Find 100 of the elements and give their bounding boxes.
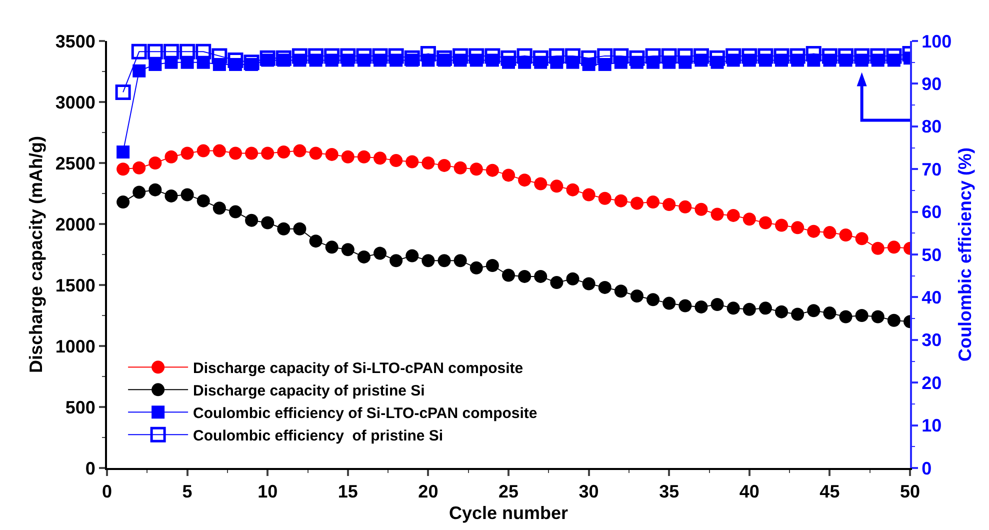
y2-tick-label: 40 [922, 288, 942, 308]
point [742, 48, 758, 64]
x-tick-label: 5 [182, 482, 192, 502]
point [887, 314, 900, 327]
point [646, 196, 660, 209]
point [678, 299, 692, 312]
point [196, 144, 210, 158]
point [196, 194, 210, 208]
point [484, 48, 500, 64]
point [470, 261, 483, 274]
point [374, 152, 387, 165]
x-tick-label: 40 [739, 482, 760, 502]
point [293, 144, 306, 158]
point [839, 310, 852, 324]
point [550, 180, 564, 193]
y-tick-label: 3000 [55, 92, 96, 112]
point [742, 212, 756, 226]
point [791, 221, 804, 234]
point [774, 48, 790, 64]
x-tick-label: 0 [102, 482, 112, 502]
point [422, 254, 435, 268]
point [823, 226, 836, 240]
point [534, 177, 548, 190]
point [661, 48, 677, 64]
point [131, 44, 147, 60]
point [212, 202, 226, 215]
point [823, 306, 836, 320]
point [726, 208, 740, 222]
y2-tick-label: 100 [922, 31, 952, 52]
point [548, 48, 564, 64]
point [710, 298, 724, 312]
legend-label: Discharge capacity of pristine Si [193, 382, 425, 400]
point [486, 258, 499, 272]
point [470, 162, 483, 176]
point [500, 50, 516, 66]
point [132, 186, 146, 199]
point [148, 156, 162, 170]
point [260, 50, 276, 66]
point [678, 200, 692, 214]
point [518, 174, 532, 187]
y2-tick-label: 50 [922, 244, 942, 265]
x-axis-title: Cycle number [448, 503, 568, 524]
point [277, 222, 290, 236]
point [564, 48, 580, 64]
point [341, 243, 354, 256]
point [406, 155, 419, 168]
point [613, 48, 629, 64]
y2-tick-label: 0 [922, 458, 932, 478]
point [775, 305, 788, 318]
point [212, 48, 228, 64]
point [228, 146, 242, 160]
point [357, 250, 370, 264]
point [726, 48, 742, 64]
point [502, 268, 515, 282]
point [309, 146, 322, 160]
point [454, 254, 467, 268]
x-tick-label: 20 [418, 482, 438, 502]
x-tick-label: 10 [258, 482, 278, 502]
point [468, 48, 484, 64]
point [372, 48, 388, 64]
y2-tick-label: 10 [922, 416, 942, 436]
point [293, 222, 306, 236]
point [854, 48, 870, 64]
point [357, 150, 370, 164]
point [693, 48, 709, 64]
point [550, 276, 564, 290]
point [292, 48, 308, 64]
point [598, 280, 612, 294]
point [532, 50, 548, 66]
point [581, 50, 597, 66]
y2-axis-title: Coulombic efficiency (%) [955, 147, 976, 362]
y-tick-label: 2000 [55, 214, 96, 234]
point [147, 44, 163, 60]
point [486, 164, 499, 177]
point [614, 284, 628, 298]
point [164, 150, 178, 164]
point [614, 194, 628, 208]
point [356, 48, 372, 64]
point [742, 302, 756, 316]
y2-tick-label: 70 [922, 159, 942, 180]
point [886, 48, 902, 64]
point [325, 148, 338, 161]
y-axis-title: Discharge capacity (mAh/g) [26, 136, 46, 374]
y-tick-label: 1000 [55, 336, 96, 356]
y2-tick-label: 60 [922, 202, 942, 222]
point [438, 254, 451, 268]
point [163, 44, 179, 60]
point [582, 188, 596, 202]
point [420, 46, 436, 62]
point [758, 48, 774, 64]
point [388, 48, 404, 64]
point [871, 242, 884, 255]
point [340, 48, 356, 64]
point [822, 48, 838, 64]
point [132, 64, 146, 78]
y-tick-label: 1500 [55, 275, 96, 296]
point [566, 183, 580, 196]
y-tick-label: 3500 [55, 31, 96, 52]
point [582, 277, 596, 290]
y2-tick-label: 80 [922, 116, 942, 137]
